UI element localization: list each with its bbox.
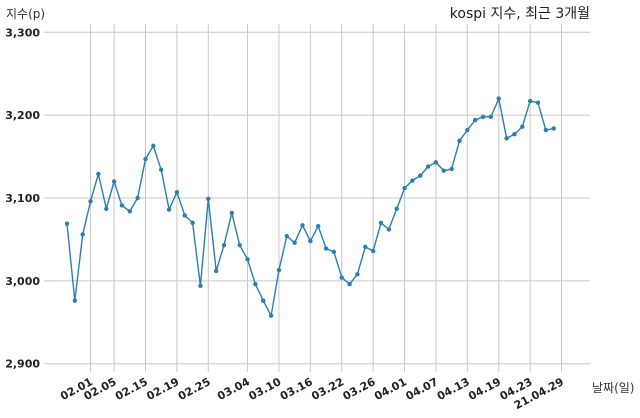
x-tick-label: 04.01: [372, 375, 409, 403]
data-point: [331, 249, 337, 255]
x-tick-label: 03.22: [309, 375, 346, 403]
y-tick-label: 3,200: [5, 109, 40, 122]
data-point: [363, 244, 368, 250]
data-point: [64, 221, 70, 226]
data-point: [339, 275, 344, 280]
data-point: [449, 166, 454, 172]
data-point: [111, 179, 117, 184]
data-point: [261, 298, 266, 303]
data-point: [292, 240, 297, 245]
data-point: [394, 206, 399, 211]
data-point: [441, 168, 446, 173]
data-point: [88, 199, 93, 204]
data-point: [355, 272, 360, 277]
x-tick-label: 02.15: [113, 375, 150, 403]
data-point: [386, 227, 392, 232]
y-tick-label: 3,000: [5, 275, 40, 288]
data-point: [72, 298, 78, 303]
data-point: [182, 213, 187, 218]
data-point: [206, 196, 211, 202]
x-tick-label: 03.26: [341, 375, 378, 403]
data-point: [151, 143, 156, 148]
data-point: [535, 100, 541, 105]
y-tick-label: 3,100: [5, 192, 40, 205]
x-axis-label: 날짜(일): [592, 381, 634, 395]
x-tick-label: 03.10: [247, 375, 284, 403]
y-axis-label: 지수(p): [6, 7, 45, 21]
data-point: [425, 164, 431, 169]
data-point: [300, 223, 305, 228]
data-point: [135, 195, 140, 201]
data-point: [347, 281, 352, 287]
x-tick-label: 03.16: [278, 375, 315, 403]
data-point: [221, 243, 227, 248]
data-point: [268, 313, 274, 318]
data-point: [174, 190, 180, 195]
data-point: [190, 220, 195, 226]
x-tick-label: 04.07: [404, 375, 441, 403]
data-point: [308, 238, 313, 244]
data-point: [402, 185, 407, 191]
y-tick-label: 3,300: [5, 26, 40, 39]
data-point: [159, 167, 164, 173]
data-point: [504, 136, 509, 141]
data-point: [323, 246, 329, 251]
y-axis-ticks: 2,900 3,000 3,100 3,200 3,300: [5, 26, 40, 370]
grid: [44, 24, 590, 372]
data-point: [104, 206, 109, 211]
data-point: [245, 257, 250, 262]
data-point: [80, 232, 85, 237]
data-point: [520, 124, 525, 129]
data-point: [237, 243, 242, 248]
data-point: [284, 233, 289, 239]
data-point: [253, 281, 258, 287]
data-point: [213, 268, 219, 274]
data-point: [418, 173, 423, 178]
data-point: [198, 283, 203, 289]
data-point: [488, 114, 494, 120]
data-point: [457, 138, 462, 144]
data-point: [370, 248, 376, 254]
data-point: [316, 223, 321, 229]
data-point: [127, 209, 132, 214]
x-tick-label: 04.13: [435, 375, 472, 403]
data-point: [119, 203, 125, 208]
chart-title: kospi 지수, 최근 3개월: [450, 6, 590, 22]
data-point: [378, 220, 384, 226]
data-point: [465, 127, 470, 133]
data-point: [527, 98, 533, 104]
data-points: [64, 96, 556, 318]
data-point: [229, 210, 235, 216]
data-point: [410, 178, 415, 183]
data-point: [480, 114, 486, 120]
y-tick-label: 2,900: [5, 358, 40, 371]
data-point: [496, 96, 501, 101]
data-point: [512, 132, 517, 137]
x-tick-label: 03.04: [215, 375, 252, 403]
data-point: [543, 127, 549, 133]
x-tick-label: 02.25: [176, 375, 213, 403]
data-point: [276, 267, 282, 273]
x-tick-label: 04.19: [466, 375, 503, 403]
data-point: [166, 207, 172, 212]
data-point: [143, 156, 148, 162]
x-tick-label: 02.19: [144, 375, 181, 403]
data-point: [433, 160, 439, 165]
data-point: [551, 126, 556, 131]
data-point: [96, 171, 101, 177]
data-point: [473, 117, 478, 123]
